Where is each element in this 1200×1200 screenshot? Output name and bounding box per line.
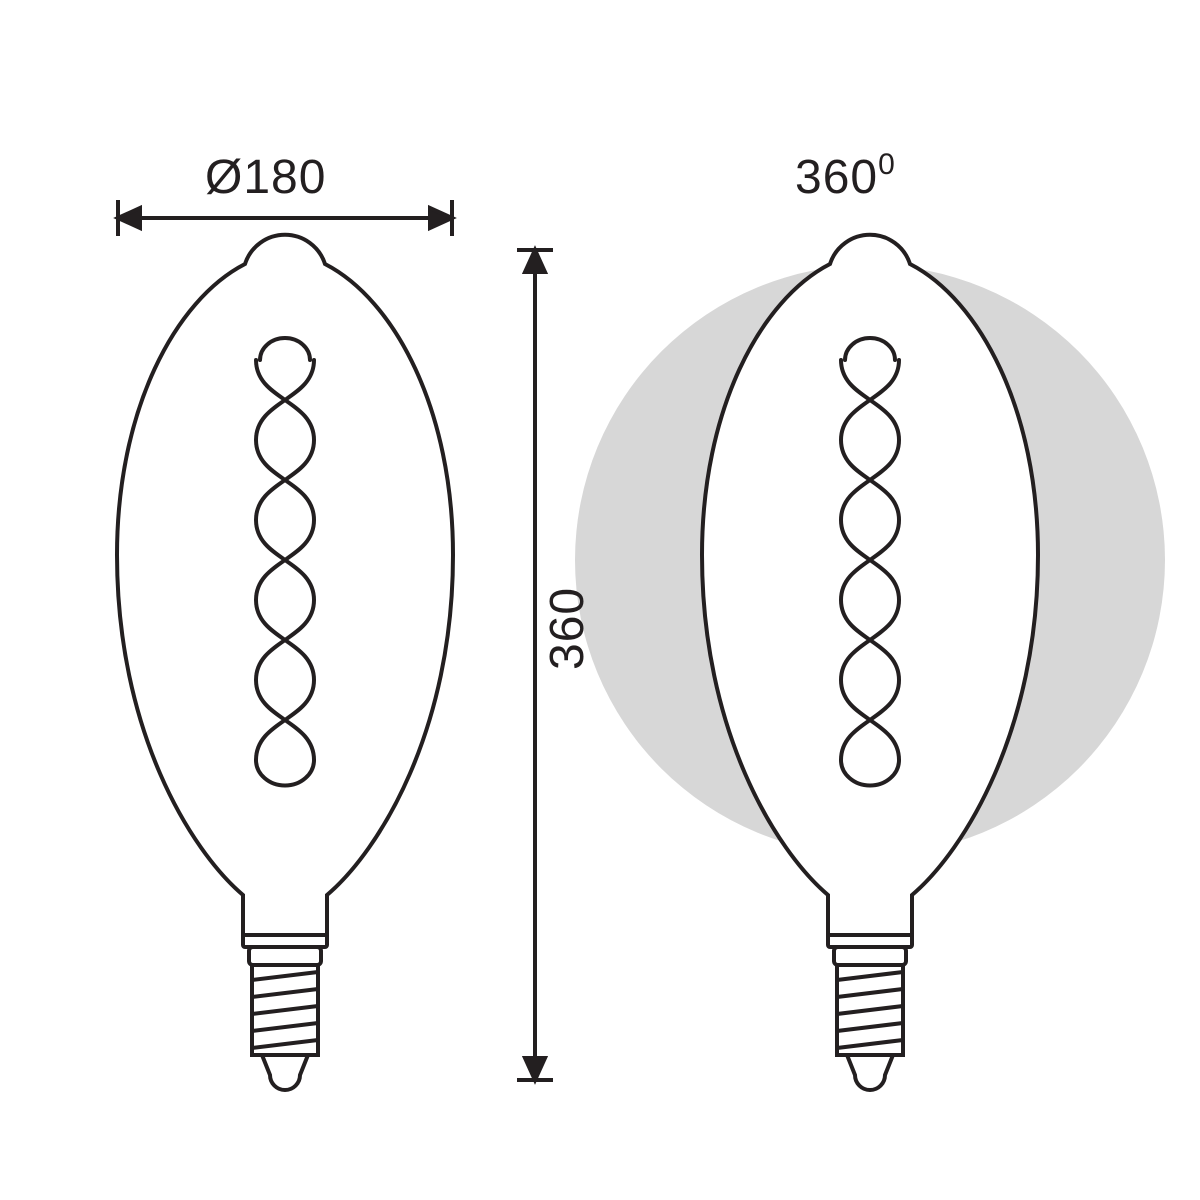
left-bulb-collar — [243, 935, 327, 965]
beam-angle-label: 3600 — [795, 150, 896, 205]
diagram-svg — [0, 0, 1200, 1200]
height-label: 360 — [540, 587, 595, 670]
right-bulb — [702, 235, 1038, 1090]
left-bulb-screw-base — [252, 965, 318, 1090]
right-bulb-collar — [828, 935, 912, 965]
diameter-label: Ø180 — [205, 150, 326, 205]
dim-width — [118, 200, 452, 236]
beam-angle-value: 360 — [795, 151, 878, 204]
diagram-canvas: Ø180 360 3600 — [0, 0, 1200, 1200]
left-bulb — [117, 235, 453, 1090]
beam-angle-sup: 0 — [878, 148, 896, 181]
right-bulb-screw-base — [837, 965, 903, 1090]
